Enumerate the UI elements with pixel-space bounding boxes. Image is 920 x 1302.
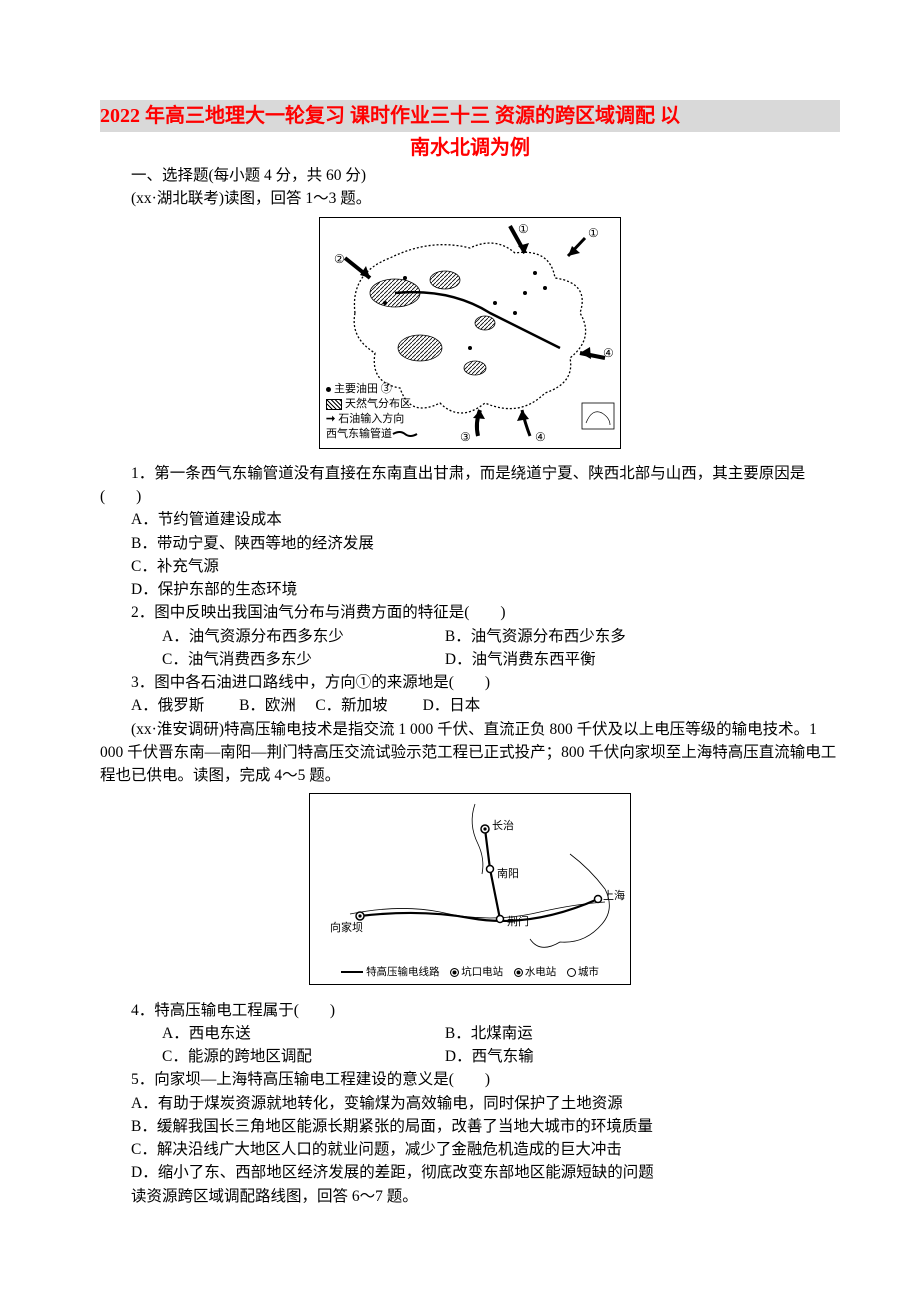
title-line-1: 2022 年高三地理大一轮复习 课时作业三十三 资源的跨区域调配 以 — [100, 100, 840, 132]
q1-opt-b: B．带动宁夏、陕西等地的经济发展 — [100, 532, 840, 555]
q5-opt-c: C．解决沿线广大地区人口的就业问题，减少了金融危机造成的巨大冲击 — [100, 1138, 840, 1161]
q1-opt-d: D．保护东部的生态环境 — [100, 578, 840, 601]
map2-legend-city: 城市 — [578, 967, 599, 978]
q3-opt-a: A．俄罗斯 — [131, 697, 204, 714]
map1-legend-4: 西气东输管道 — [326, 428, 392, 440]
section-header: 一、选择题(每小题 4 分，共 60 分) — [100, 164, 840, 187]
passage-source-3: 读资源跨区域调配路线图，回答 6～7 题。 — [100, 1185, 840, 1208]
map1-marker-2: ② — [334, 250, 345, 268]
map2-legend-pit: 坑口电站 — [461, 967, 503, 978]
q3-opt-b: B．欧洲 — [239, 697, 296, 714]
map2-legend-line: 特高压输电线路 — [366, 967, 440, 978]
figure-2-power-map: 长治 南阳 上海 荆门 向家坝 特高压输电线路 坑口电站 水电站 城市 — [309, 793, 631, 985]
q4-opt-b: B．北煤南运 — [414, 1022, 533, 1045]
q1-opt-c: C．补充气源 — [100, 555, 840, 578]
passage-source-1: (xx·湖北联考)读图，回答 1～3 题。 — [100, 187, 840, 210]
map1-legend: 主要油田 ③ 天然气分布区 ➞石油输入方向 西气东输管道 — [326, 382, 418, 441]
map1-legend-3: 石油输入方向 — [338, 413, 404, 425]
q5-opt-a: A．有助于煤炭资源就地转化，变输煤为高效输电，同时保护了土地资源 — [100, 1092, 840, 1115]
q2-opt-b: B．油气资源分布西少东多 — [414, 625, 626, 648]
map2-changzhi: 长治 — [492, 818, 514, 835]
map2-legend: 特高压输电线路 坑口电站 水电站 城市 — [310, 965, 630, 981]
q3-stem: 3．图中各石油进口路线中，方向①的来源地是( ) — [100, 671, 840, 694]
q5-opt-d: D．缩小了东、西部地区经济发展的差距，彻底改变东部地区能源短缺的问题 — [100, 1161, 840, 1184]
figure-2-container: 长治 南阳 上海 荆门 向家坝 特高压输电线路 坑口电站 水电站 城市 — [100, 793, 840, 992]
q1-stem: 1．第一条西气东输管道没有直接在东南直出甘肃，而是绕道宁夏、陕西北部与山西，其主… — [100, 462, 840, 509]
figure-1-china-map: ① ② ③ ④ ④ ① 主要油田 ③ 天然气分布区 ➞石油输入方向 西气东输管道 — [319, 217, 621, 449]
q3-opt-c: C．新加坡 — [315, 697, 387, 714]
q2-opt-c: C．油气消费西多东少 — [131, 648, 410, 671]
q3-opt-d: D．日本 — [423, 697, 481, 714]
map1-marker-3a: ③ — [460, 428, 471, 446]
q5-stem: 5．向家坝—上海特高压输电工程建设的意义是( ) — [100, 1068, 840, 1091]
map1-marker-1a: ① — [518, 220, 529, 238]
title-line-2: 南水北调为例 — [100, 132, 840, 164]
q1-opt-a: A．节约管道建设成本 — [100, 508, 840, 531]
figure-1-container: ① ② ③ ④ ④ ① 主要油田 ③ 天然气分布区 ➞石油输入方向 西气东输管道 — [100, 217, 840, 456]
map1-legend-2: 天然气分布区 — [345, 398, 411, 410]
q2-opt-a: A．油气资源分布西多东少 — [131, 625, 410, 648]
map2-legend-hydro: 水电站 — [525, 967, 557, 978]
map1-marker-4b: ④ — [603, 344, 614, 362]
map1-marker-4a: ④ — [535, 428, 546, 446]
q4-opt-c: C．能源的跨地区调配 — [131, 1045, 410, 1068]
passage-2: (xx·淮安调研)特高压输电技术是指交流 1 000 千伏、直流正负 800 千… — [100, 718, 840, 788]
map1-legend-3-num: ③ — [381, 383, 392, 395]
q4-opt-d: D．西气东输 — [414, 1045, 534, 1068]
map1-marker-1b: ① — [588, 224, 599, 242]
q4-stem: 4．特高压输电工程属于( ) — [100, 999, 840, 1022]
q5-opt-b: B．缓解我国长三角地区能源长期紧张的局面，改善了当地大城市的环境质量 — [100, 1115, 840, 1138]
q4-opt-a: A．西电东送 — [131, 1022, 410, 1045]
map1-legend-1: 主要油田 — [334, 383, 378, 395]
map2-nanyang: 南阳 — [497, 866, 519, 883]
map2-shanghai: 上海 — [603, 888, 625, 905]
map2-jingmen: 荆门 — [507, 914, 529, 931]
map2-xiangjiaba: 向家坝 — [330, 920, 363, 937]
q2-opt-d: D．油气消费东西平衡 — [414, 648, 596, 671]
q2-stem: 2．图中反映出我国油气分布与消费方面的特征是( ) — [100, 601, 840, 624]
